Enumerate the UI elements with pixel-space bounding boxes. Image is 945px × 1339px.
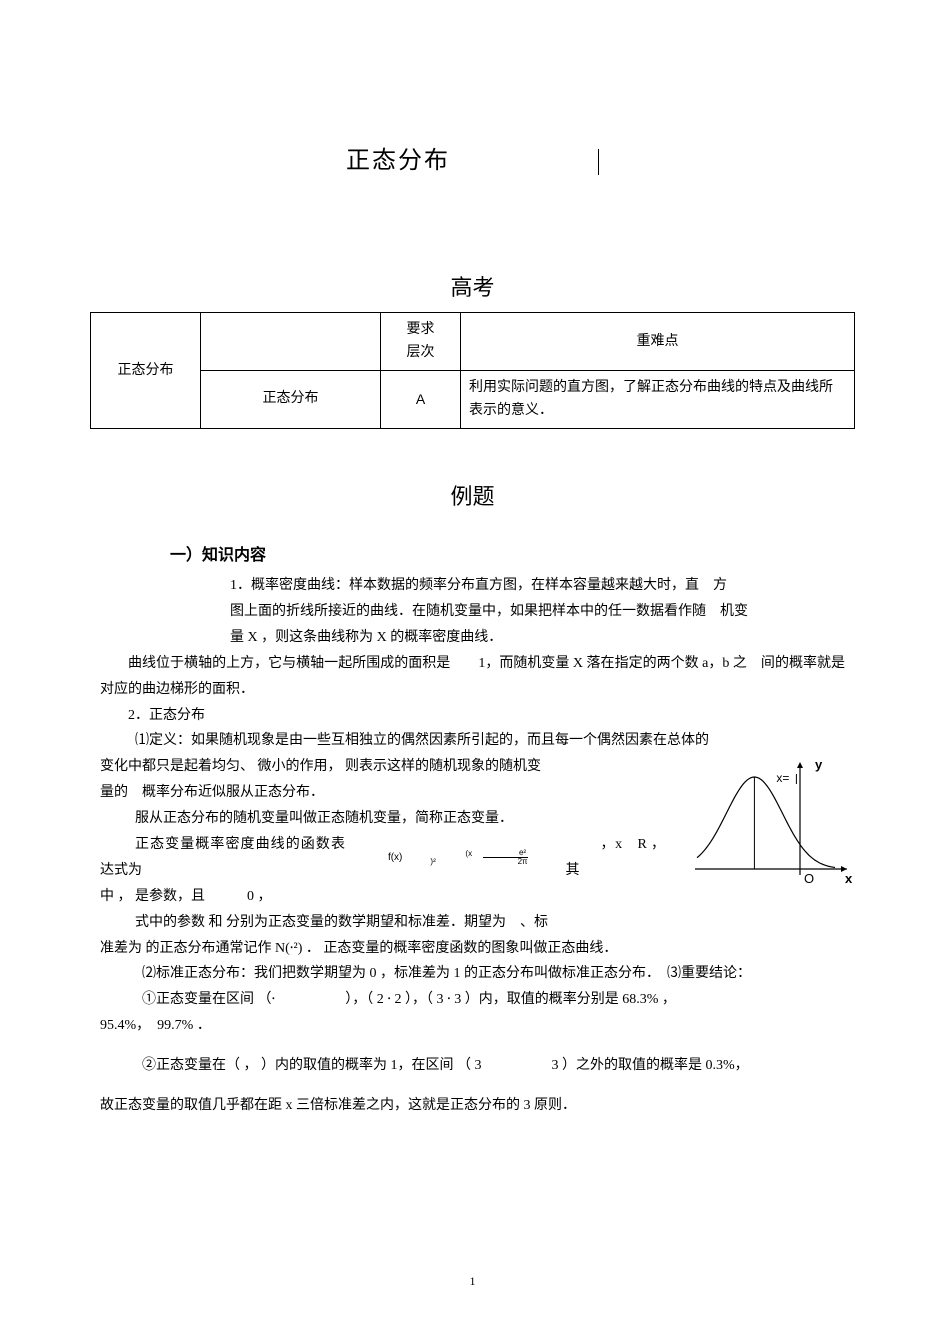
p3-3: 量的 概率分布近似服从正态分布．: [100, 780, 665, 806]
svg-text:O: O: [804, 871, 814, 886]
formula-mid: e²: [484, 849, 526, 857]
p1-l1: 1．概率密度曲线：样本数据的频率分布直方图，在样本容量越来越大时，直 方: [100, 573, 845, 599]
p3-5-row: 正态变量概率密度曲线的函数表达式为 f(x) (x )² e² 2π ，x R …: [100, 832, 665, 884]
p4-1: ⑵标准正态分布：我们把数学期望为 0 ，标准差为 1 的正态分布叫做标准正态分布…: [100, 961, 845, 987]
p4-2: ①正态变量在区间 （⸱ ），（ 2 ⸱ 2 ），（ 3 ⸱ 3 ）内，取值的概率…: [100, 987, 845, 1013]
table-row: 正态分布 要求 层次 重难点: [91, 313, 855, 371]
p4-3: 95.4%， 99.7% ．: [100, 1013, 845, 1039]
page-number: 1: [470, 1274, 476, 1289]
svg-text:x: x: [845, 871, 853, 886]
svg-text:x=: x=: [776, 771, 789, 785]
p3-5c: ，x R ，其: [566, 832, 665, 884]
p1-l3: 量 X ，则这条曲线称为 X 的概率密度曲线．: [100, 625, 845, 651]
header-level: 要求 层次: [381, 313, 461, 371]
p3-8: 准差为 的正态分布通常记作 N(⸱²) ． 正态变量的概率密度函数的图象叫做正态…: [100, 936, 845, 962]
p5-1: ②正态变量在（ ， ）内的取值的概率为 1，在区间 （ 3 3 ）之外的取值的概…: [100, 1053, 845, 1079]
rubric-table: 正态分布 要求 层次 重难点 正态分布 A 利用实际问题的直方图，了解正态分布曲…: [90, 312, 855, 429]
p2: 曲线位于横轴的上方，它与横轴一起所围成的面积是 1，而随机变量 X 落在指定的两…: [100, 651, 845, 703]
knowledge-header: 一）知识内容: [170, 541, 855, 565]
formula-frac2: e² 2π: [483, 849, 528, 866]
p3-1: ⑴定义：如果随机现象是由一些互相独立的偶然因素所引起的，而且每一个偶然因素在总体…: [100, 728, 845, 754]
row-label: 正态分布: [91, 313, 201, 429]
p3-2: 变化中都只是起着均匀、 微小的作用， 则表示这样的随机现象的随机变: [100, 754, 665, 780]
table-row: 正态分布 A 利用实际问题的直方图，了解正态分布曲线的特点及曲线所表示的意义．: [91, 371, 855, 429]
p3-5a: 正态变量概率密度曲线的函数表达式为: [100, 832, 345, 884]
formula-bot: 2π: [483, 857, 528, 866]
header-focus: 重难点: [461, 313, 855, 371]
section-liti: 例题: [90, 479, 855, 511]
formula-top: (x )²: [430, 850, 474, 866]
normal-curve-diagram: x y Ox=: [685, 754, 855, 894]
p1-l2: 图上面的折线所接近的曲线．在随机变量中，如果把样本中的任一数据看作随 机变: [100, 599, 845, 625]
svg-text:y: y: [815, 757, 823, 772]
p3-7: 式中的参数 和 分别为正态变量的数学期望和标准差．期望为 、标: [100, 910, 665, 936]
blank-cell: [201, 313, 381, 371]
p3-4: 服从正态分布的随机变量叫做正态随机变量，简称正态变量．: [100, 806, 665, 832]
p3-header: 2．正态分布: [100, 703, 845, 729]
cursor-mark: [598, 149, 599, 175]
level-value: A: [381, 371, 461, 429]
section-gaokao: 高考: [90, 270, 855, 302]
focus-value: 利用实际问题的直方图，了解正态分布曲线的特点及曲线所表示的意义．: [461, 371, 855, 429]
title-text: 正态分布: [346, 148, 450, 174]
p3-6: 中 ， 是参数，且 0 ，: [100, 884, 665, 910]
formula-fx: f(x): [353, 849, 402, 868]
page-title: 正态分布: [90, 140, 855, 175]
content-with-diagram: 变化中都只是起着均匀、 微小的作用， 则表示这样的随机现象的随机变 量的 概率分…: [90, 754, 855, 935]
sub-label: 正态分布: [201, 371, 381, 429]
p5-2: 故正态变量的取值几乎都在距 x 三倍标准差之内，这就是正态分布的 3 原则．: [100, 1093, 845, 1119]
formula-frac: (x )²: [430, 850, 474, 866]
